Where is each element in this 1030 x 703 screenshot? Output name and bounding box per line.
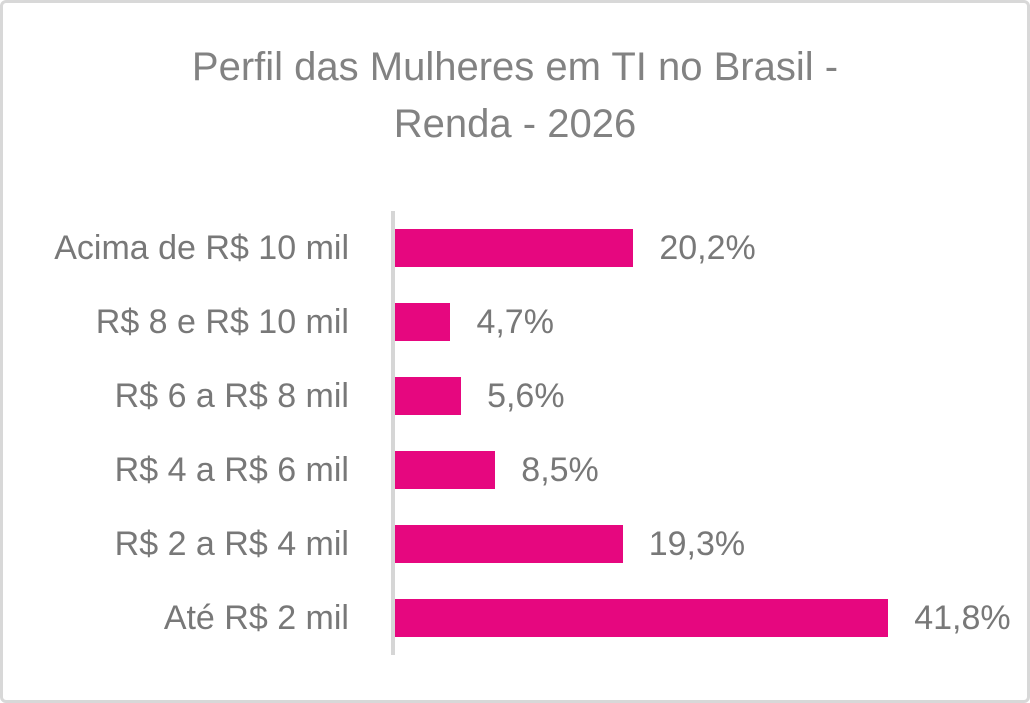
- chart-row: R$ 8 e R$ 10 mil 4,7%: [3, 285, 1027, 359]
- bar-rows: Acima de R$ 10 mil 20,2% R$ 8 e R$ 10 mil 4…: [3, 211, 1027, 655]
- chart-row: R$ 2 a R$ 4 mil 19,3%: [3, 507, 1027, 581]
- chart-row: Acima de R$ 10 mil 20,2%: [3, 211, 1027, 285]
- value-label: 8,5%: [521, 450, 599, 489]
- category-label: Acima de R$ 10 mil: [54, 228, 349, 267]
- value-label: 19,3%: [648, 524, 746, 563]
- category-label: R$ 4 a R$ 6 mil: [114, 450, 349, 489]
- chart-row: Até R$ 2 mil 41,8%: [3, 581, 1027, 655]
- chart-row: R$ 4 a R$ 6 mil 8,5%: [3, 433, 1027, 507]
- value-label: 41,8%: [914, 598, 1011, 637]
- category-label: R$ 8 e R$ 10 mil: [95, 302, 349, 341]
- chart-row: R$ 6 a R$ 8 mil 5,6%: [3, 359, 1027, 433]
- bar: [395, 451, 496, 489]
- category-label: Até R$ 2 mil: [163, 598, 349, 637]
- bar-chart: Acima de R$ 10 mil 20,2% R$ 8 e R$ 10 mil 4…: [3, 211, 1027, 655]
- category-label: R$ 2 a R$ 4 mil: [114, 524, 349, 563]
- y-axis-line: [391, 211, 395, 655]
- chart-title-line2: Renda - 2026: [393, 102, 637, 146]
- bar: [395, 599, 889, 637]
- bar: [395, 525, 623, 563]
- bar: [395, 303, 451, 341]
- value-label: 20,2%: [659, 228, 756, 267]
- chart-title: Perfil das Mulheres em TI no Brasil - Re…: [3, 39, 1027, 153]
- value-label: 5,6%: [487, 376, 565, 415]
- bar: [395, 229, 634, 267]
- value-label: 4,7%: [476, 302, 554, 341]
- category-label: R$ 6 a R$ 8 mil: [114, 376, 349, 415]
- chart-title-line1: Perfil das Mulheres em TI no Brasil -: [191, 45, 839, 89]
- bar: [395, 377, 462, 415]
